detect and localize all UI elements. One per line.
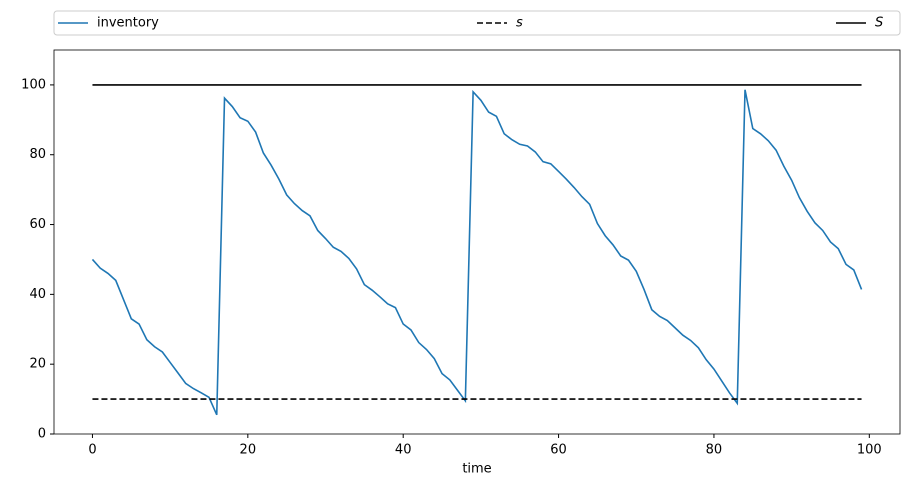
x-tick-label: 0 xyxy=(88,443,96,458)
y-tick-label: 80 xyxy=(29,147,46,162)
x-tick-label: 40 xyxy=(395,443,412,458)
x-axis-label: time xyxy=(462,462,491,477)
y-tick-label: 100 xyxy=(21,77,46,92)
legend-label: s xyxy=(516,16,523,31)
x-tick-label: 80 xyxy=(706,443,723,458)
y-tick-label: 0 xyxy=(38,427,46,442)
legend-label: S xyxy=(875,16,883,31)
y-tick-label: 40 xyxy=(29,287,46,302)
x-tick-label: 20 xyxy=(240,443,257,458)
y-tick-label: 20 xyxy=(29,357,46,372)
plot-frame xyxy=(53,49,901,435)
x-tick-label: 100 xyxy=(857,443,882,458)
series-line xyxy=(91,89,863,416)
legend-label: inventory xyxy=(97,16,159,31)
y-tick-label: 60 xyxy=(29,217,46,232)
x-tick-label: 60 xyxy=(550,443,567,458)
